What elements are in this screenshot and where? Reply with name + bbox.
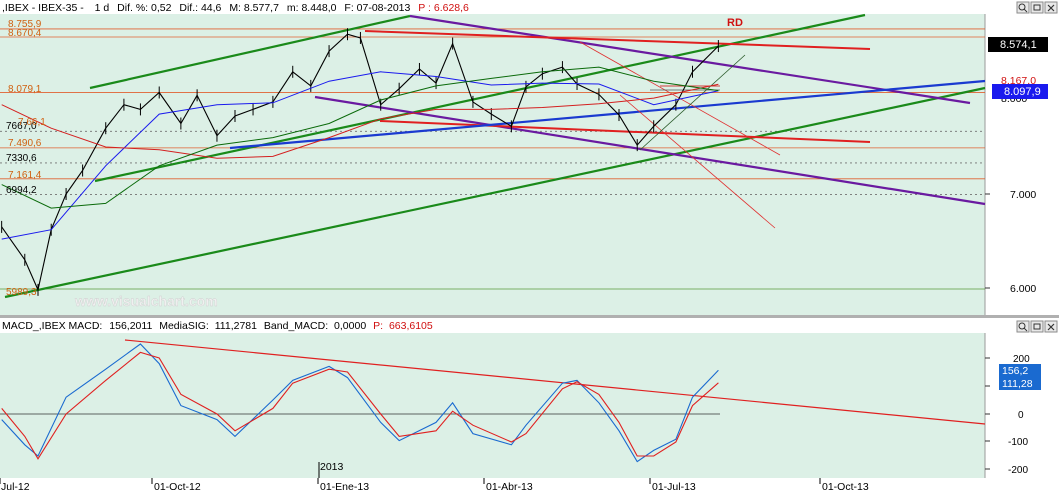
- last-price-badge: [988, 37, 1048, 52]
- x-tick-label: 01-Jul-13: [652, 481, 696, 493]
- main-right-axis-labels: 8.574,1 8.167,0 8.000 8.097,9 7.000 6.00…: [985, 37, 1048, 295]
- level-label: 7.161,4: [8, 170, 42, 181]
- trendline[interactable]: [379, 120, 871, 143]
- macd-series-group: [0, 343, 720, 463]
- main-header-symbol: ,IBEX - IBEX-35 -: [2, 2, 84, 14]
- level-label: 8.670,4: [8, 28, 42, 39]
- main-header-max: M: 8.577,7: [229, 2, 279, 14]
- macd-header-p-label: P:: [373, 320, 383, 332]
- trendline[interactable]: [639, 54, 746, 151]
- macd-line: [1, 343, 719, 463]
- main-header-p: P : 6.628,6: [418, 2, 469, 14]
- macd-header: MACD_,IBEX MACD: 156,2011 MediaSIG: 111,…: [2, 320, 433, 332]
- trendline[interactable]: [579, 41, 781, 156]
- macd-window-controls: [1016, 320, 1058, 333]
- main-header-min: m: 8.448,0: [287, 2, 337, 14]
- macd-value-badge-text: 156,2: [1002, 365, 1028, 377]
- year-marker: 2013: [320, 461, 344, 473]
- blue-ma-value: 8.097,9: [1004, 86, 1041, 98]
- main-window-controls: [1016, 1, 1058, 14]
- macd-trendline: [124, 339, 986, 425]
- level-label: 7330,6: [6, 153, 37, 164]
- trendline[interactable]: [619, 94, 776, 229]
- price-series-line: [1, 33, 719, 292]
- macd-header-signal-value: 111,2781: [215, 320, 257, 332]
- main-right-axis: [985, 14, 1059, 315]
- main-header: ,IBEX - IBEX-35 - 1 d Dif. %: 0,52 Dif.:…: [2, 2, 469, 14]
- magnifier-icon: [1018, 322, 1026, 330]
- maximize-icon: [1033, 323, 1041, 330]
- level-label-overlap: 7.66,1: [18, 117, 46, 128]
- moving-average-line: [1, 83, 719, 159]
- level-label: 6994,2: [6, 185, 37, 196]
- macd-right-axis: 200 100 0 -100 -200 156,2 111,28: [985, 354, 1041, 476]
- level-label: 7667,0: [6, 121, 37, 132]
- level-label: 5989,3: [6, 287, 37, 298]
- trendline[interactable]: [229, 79, 986, 150]
- x-tick-label: 01-Abr-13: [486, 481, 533, 493]
- trendline[interactable]: [364, 30, 871, 50]
- rd-annotation: RD: [727, 17, 743, 29]
- macd-header-band-value: 0,0000: [334, 320, 366, 332]
- macd-tick: -200: [1008, 465, 1028, 476]
- trendline[interactable]: [4, 86, 986, 299]
- x-axis-bar: [0, 478, 1059, 495]
- macd-search-button[interactable]: [1016, 320, 1030, 333]
- magnifier-icon: [1018, 3, 1026, 11]
- last-price-value: 8.574,1: [1000, 39, 1037, 51]
- level-label: 7.490,6: [8, 138, 42, 149]
- main-plot-area: [0, 14, 985, 315]
- x-axis: Jul-12 01-Oct-12 01-Ene-13 01-Abr-13 01-Jul-…: [0, 478, 869, 493]
- watermark: www.visualchart.com: [74, 293, 218, 309]
- signal-value-badge-text: 111,28: [1002, 378, 1033, 390]
- main-header-period: 1 d: [95, 2, 110, 14]
- macd-value-badge: [999, 364, 1041, 377]
- maximize-icon: [1033, 4, 1041, 11]
- panel-splitter[interactable]: [0, 315, 1059, 318]
- moving-average-line: [1, 66, 719, 209]
- price-tick-7000: 7.000: [1010, 189, 1036, 201]
- macd-header-p-value: 663,6105: [389, 320, 433, 332]
- x-tick-label: 01-Oct-12: [154, 481, 201, 493]
- trendline[interactable]: [409, 14, 971, 105]
- main-header-dif: Dif.: 44,6: [179, 2, 221, 14]
- close-icon: [1047, 323, 1055, 331]
- level-label: 8.755,9: [8, 19, 42, 30]
- x-tick-label: 01-Ene-13: [320, 481, 369, 493]
- macd-header-band-label: Band_MACD:: [264, 320, 328, 332]
- level-label: 8.079,1: [8, 84, 42, 95]
- macd-header-name: MACD_,IBEX MACD:: [2, 320, 102, 332]
- close-icon: [1047, 4, 1055, 12]
- macd-tick: 200: [1013, 354, 1030, 365]
- macd-trendline-line[interactable]: [124, 339, 986, 425]
- x-tick-label: 01-Oct-13: [822, 481, 869, 493]
- main-header-date: F: 07-08-2013: [344, 2, 410, 14]
- macd-signal-line: [1, 351, 719, 460]
- maximize-button[interactable]: [1030, 1, 1044, 14]
- trendline[interactable]: [89, 14, 411, 90]
- macd-maximize-button[interactable]: [1030, 320, 1044, 333]
- moving-average-line: [1, 71, 719, 240]
- macd-header-macd-value: 156,2011: [109, 320, 152, 332]
- search-button[interactable]: [1016, 1, 1030, 14]
- macd-header-signal-label: MediaSIG:: [159, 320, 209, 332]
- macd-plot-area: [0, 333, 985, 478]
- macd-tick: 0: [1018, 410, 1024, 421]
- blue-ma-badge: [992, 84, 1048, 99]
- trendline[interactable]: [314, 95, 986, 206]
- price-tick-6000: 6.000: [1010, 283, 1036, 295]
- main-header-dif-pct: Dif. %: 0,52: [117, 2, 171, 14]
- signal-value-badge: [999, 377, 1041, 390]
- main-series-group: [1, 28, 719, 296]
- macd-tick: -100: [1008, 437, 1028, 448]
- trendline[interactable]: [94, 13, 866, 183]
- left-level-labels: 8.755,9 8.670,4 8.079,1 7667,0 7.66,1 7.…: [6, 19, 46, 298]
- x-tick-label: Jul-12: [1, 481, 30, 493]
- main-trendlines: [4, 13, 986, 299]
